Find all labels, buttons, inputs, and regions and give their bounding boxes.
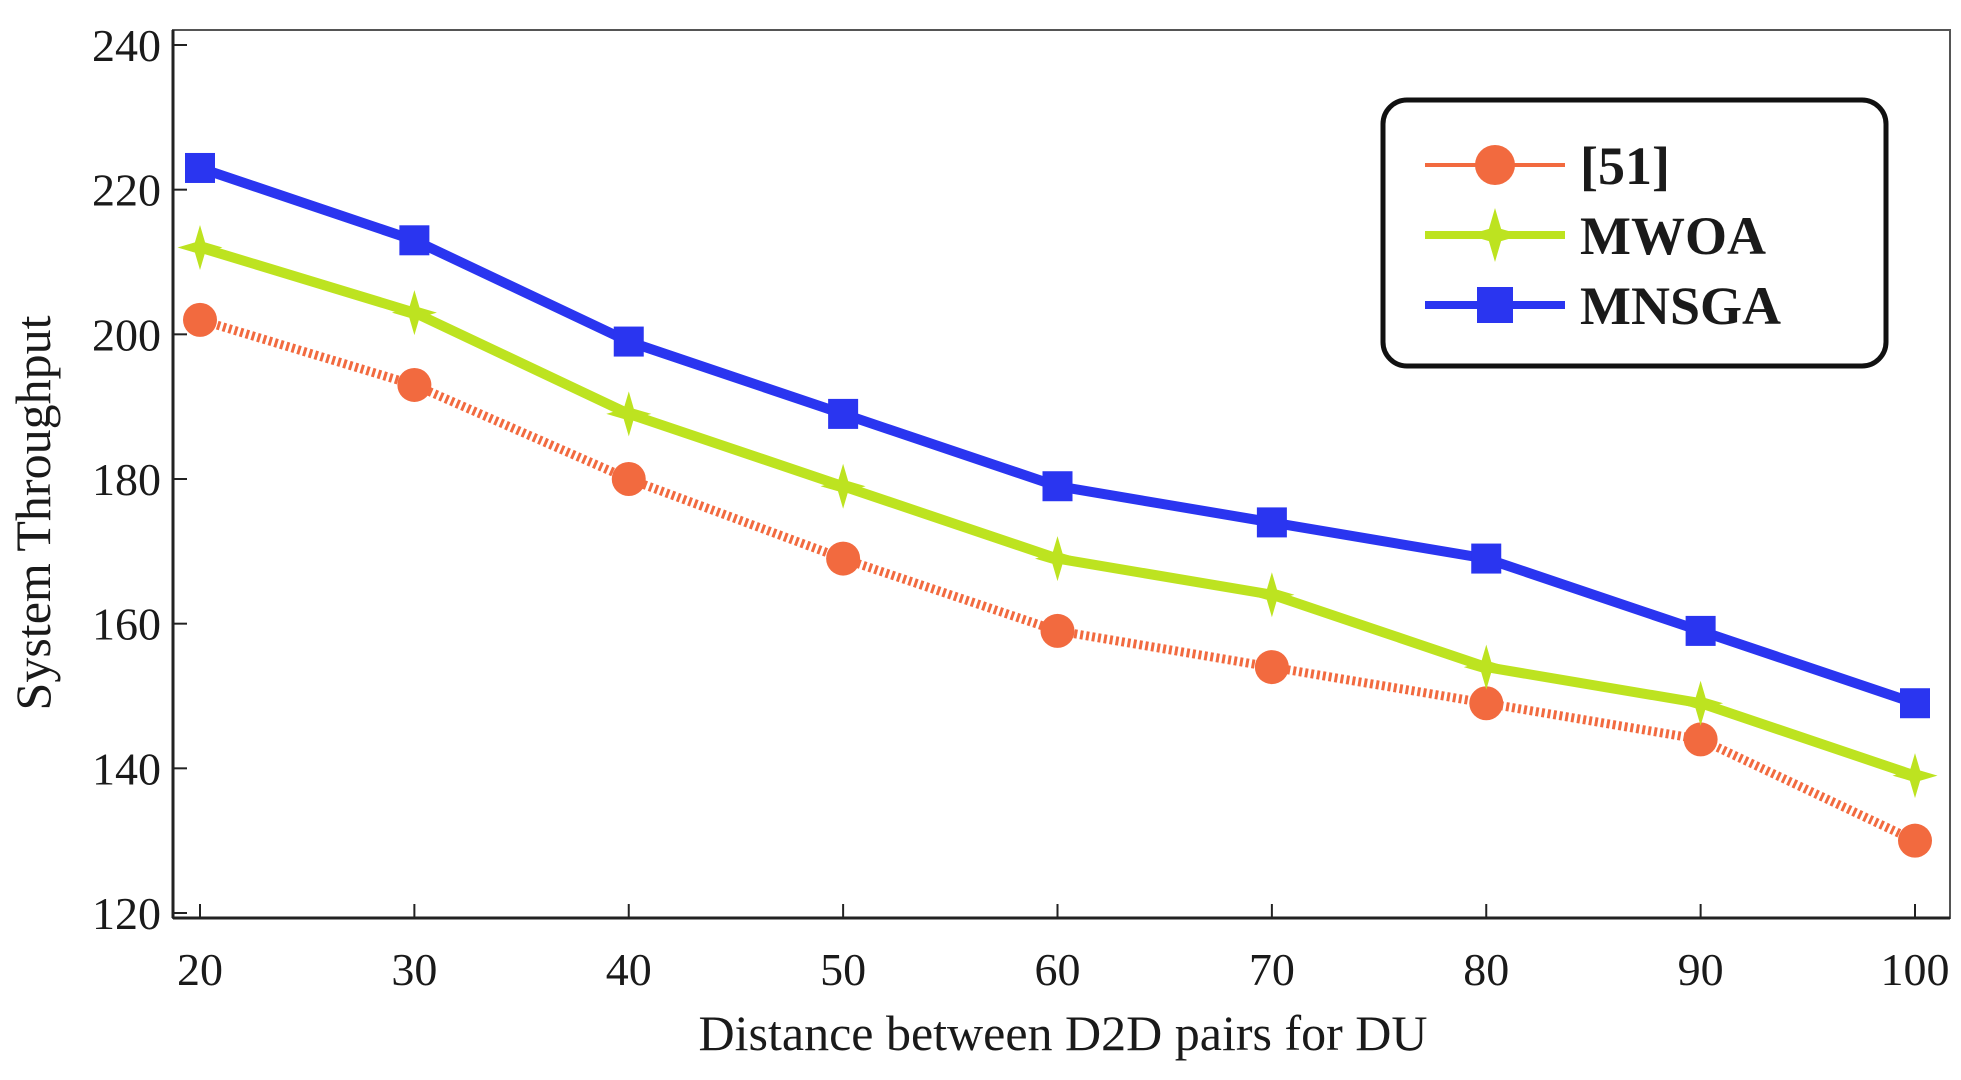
x-axis-ticks: 20 30 40 50 60 70 80 90 100: [177, 904, 1950, 995]
data-point: [611, 462, 646, 496]
x-axis-label: Distance between D2D pairs for DU: [699, 1005, 1428, 1061]
data-point: [1469, 686, 1504, 721]
x-tick-label: 90: [1678, 944, 1724, 995]
x-tick-label: 100: [1881, 944, 1950, 995]
y-tick-label: 120: [92, 888, 161, 939]
data-point: [1900, 688, 1930, 719]
series-2: [177, 225, 1938, 799]
data-point: [820, 463, 866, 509]
data-point: [1678, 680, 1724, 726]
data-point: [1040, 613, 1075, 648]
data-point: [183, 302, 217, 337]
series-layer: [177, 152, 1938, 858]
series-1: [183, 302, 1932, 858]
data-point: [1254, 650, 1289, 685]
legend-label: MNSGA: [1580, 276, 1781, 336]
data-point: [1471, 543, 1502, 574]
y-tick-label: 160: [92, 599, 161, 650]
data-point: [828, 398, 859, 429]
data-point: [177, 225, 223, 270]
legend: [51] MWOA MNSGA: [1380, 97, 1889, 369]
x-tick-label: 50: [820, 944, 866, 995]
y-tick-label: 140: [92, 743, 161, 794]
y-axis-label: System Throughput: [5, 315, 61, 710]
legend-marker: [1477, 287, 1513, 323]
data-point: [1898, 823, 1932, 858]
data-point: [1685, 615, 1716, 646]
data-point: [1892, 753, 1938, 799]
data-point: [399, 225, 430, 256]
data-point: [1256, 507, 1287, 538]
data-point: [185, 152, 215, 183]
y-tick-label: 200: [92, 309, 161, 360]
data-point: [1035, 536, 1080, 582]
legend-label: [51]: [1580, 136, 1670, 196]
data-point: [613, 326, 644, 357]
y-tick-label: 180: [92, 454, 161, 505]
data-point: [1463, 644, 1509, 690]
legend-marker: [1475, 145, 1515, 185]
x-tick-label: 20: [177, 944, 223, 995]
data-point: [391, 290, 437, 336]
y-tick-label: 220: [92, 165, 161, 216]
data-point: [826, 541, 861, 576]
y-tick-label: 240: [92, 20, 161, 71]
x-tick-label: 60: [1035, 944, 1081, 995]
data-point: [1683, 722, 1718, 757]
x-tick-label: 70: [1249, 944, 1295, 995]
legend-label: MWOA: [1580, 206, 1766, 266]
data-point: [606, 391, 652, 437]
y-axis-ticks: 120 140 160 180 200 220 240: [92, 20, 187, 939]
data-point: [1042, 471, 1073, 502]
x-tick-label: 40: [606, 944, 652, 995]
series-3: [185, 152, 1930, 719]
data-point: [397, 367, 432, 402]
plot-frame: [171, 29, 1951, 920]
data-point: [1249, 572, 1295, 618]
x-tick-label: 30: [391, 944, 437, 995]
legend-marker: [1468, 208, 1522, 262]
x-tick-label: 80: [1463, 944, 1509, 995]
